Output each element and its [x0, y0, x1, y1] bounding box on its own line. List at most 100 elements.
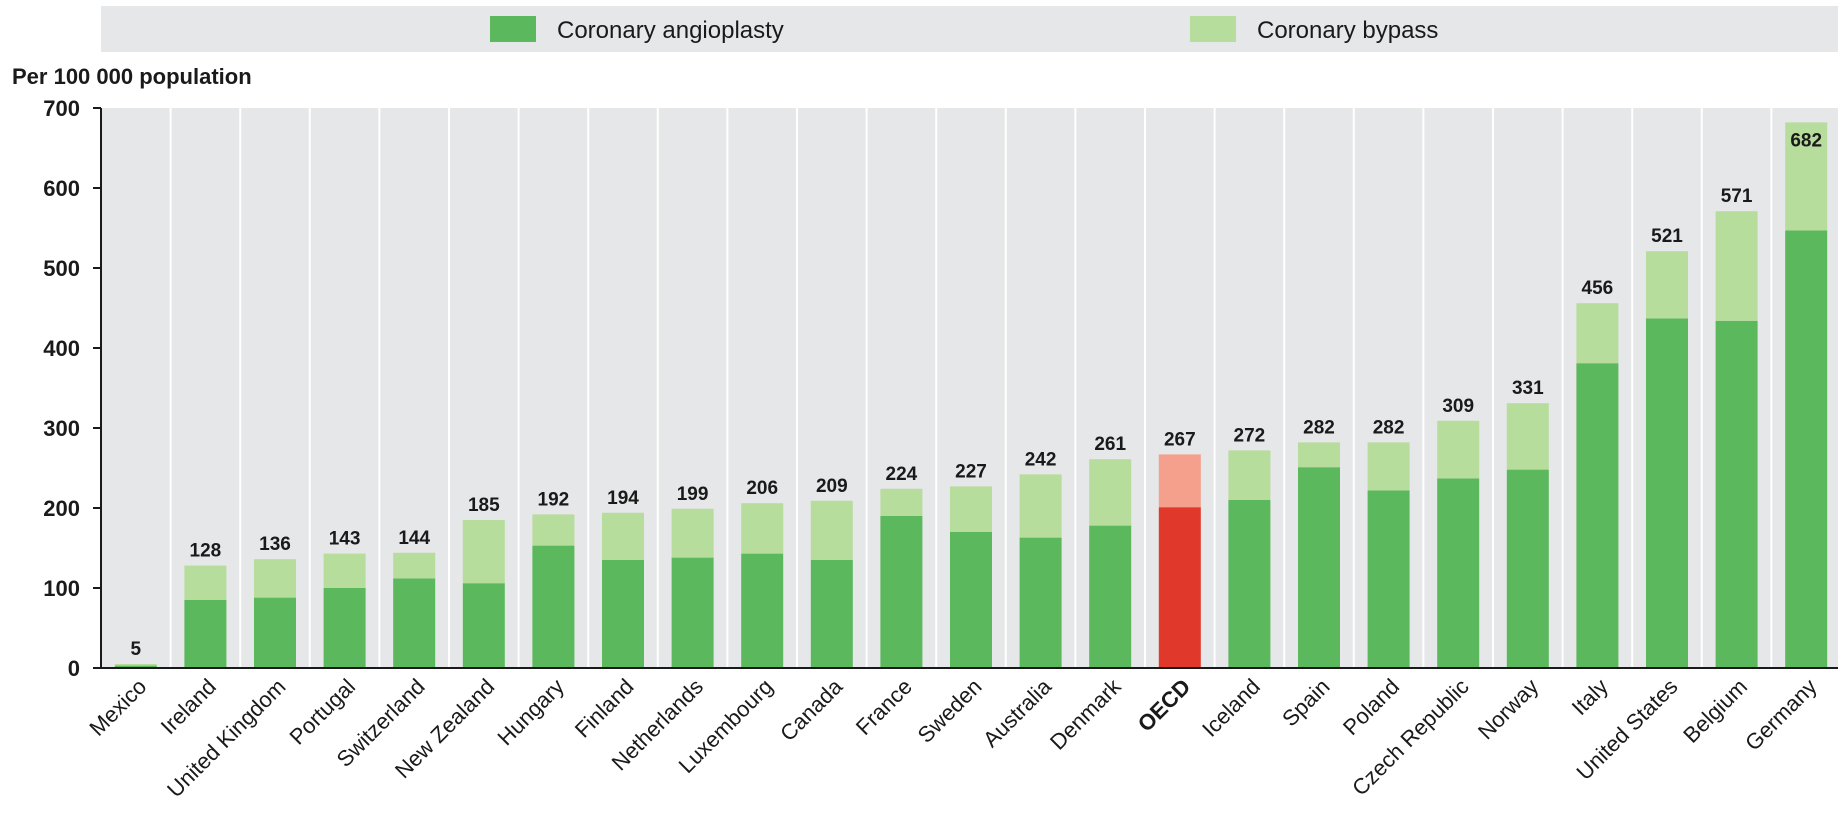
bar-spain-coronary-bypass [1298, 442, 1340, 468]
value-label-luxembourg: 206 [746, 478, 778, 499]
bar-sweden-coronary-bypass [950, 486, 992, 532]
bar-denmark-coronary-angioplasty [1089, 525, 1132, 668]
unit-label: Per 100 000 population [12, 64, 252, 89]
x-tick-label-australia: Australia [978, 673, 1057, 752]
bar-iceland-coronary-angioplasty [1228, 500, 1271, 668]
y-tick-label: 0 [68, 656, 80, 681]
value-label-new-zealand: 185 [468, 495, 500, 516]
x-tick-label-italy: Italy [1567, 674, 1613, 720]
value-label-norway: 331 [1512, 378, 1544, 399]
value-labels: 5 128 136 143 144 185 192 194 199 206 209 224 227 242… [131, 130, 1823, 660]
value-label-switzerland: 144 [398, 528, 430, 549]
y-tick-label: 500 [43, 256, 80, 281]
legend-swatch-coronary-angioplasty [490, 16, 536, 42]
x-tick-label-germany: Germany [1740, 674, 1822, 756]
bar-netherlands-coronary-bypass [671, 508, 714, 558]
bar-luxembourg-coronary-angioplasty [741, 553, 784, 668]
bar-luxembourg-coronary-bypass [741, 503, 784, 554]
y-tick-label: 300 [43, 416, 80, 441]
bar-finland-coronary-angioplasty [602, 560, 644, 668]
value-label-oecd: 267 [1164, 429, 1196, 450]
value-label-belgium: 571 [1721, 186, 1753, 207]
value-label-australia: 242 [1025, 449, 1057, 470]
value-label-france: 224 [886, 464, 918, 485]
bar-germany-coronary-bypass [1785, 122, 1828, 231]
x-tick-label-finland: Finland [570, 674, 639, 743]
value-label-ireland: 128 [190, 541, 222, 562]
bars [114, 122, 1828, 668]
y-axis-ticks: 0 100 200 300 400 500 600 700 [43, 96, 101, 681]
bar-norway-coronary-angioplasty [1506, 469, 1549, 668]
gridlines [169, 108, 1773, 668]
x-tick-label-poland: Poland [1338, 674, 1404, 740]
bar-australia-coronary-angioplasty [1019, 537, 1062, 668]
x-tick-label-hungary: Hungary [492, 674, 568, 750]
value-label-germany: 682 [1790, 130, 1822, 151]
bar-australia-coronary-bypass [1019, 474, 1062, 538]
bar-switzerland-coronary-angioplasty [393, 578, 436, 668]
bar-czech-republic-coronary-bypass [1437, 420, 1480, 479]
value-label-mexico: 5 [131, 639, 142, 660]
value-label-canada: 209 [816, 476, 848, 497]
y-tick-label: 700 [43, 96, 80, 121]
y-tick-label: 100 [43, 576, 80, 601]
bar-hungary-coronary-bypass [532, 514, 575, 546]
x-tick-label-denmark: Denmark [1045, 673, 1126, 754]
bar-united-states-coronary-bypass [1646, 251, 1688, 319]
bar-germany-coronary-angioplasty [1785, 230, 1828, 668]
x-tick-label-sweden: Sweden [913, 674, 987, 748]
x-tick-label-spain: Spain [1277, 674, 1334, 731]
bar-canada-coronary-bypass [810, 500, 853, 560]
x-tick-label-iceland: Iceland [1197, 674, 1265, 742]
x-tick-label-ireland: Ireland [156, 674, 221, 739]
bar-denmark-coronary-bypass [1089, 459, 1132, 526]
bar-hungary-coronary-angioplasty [532, 545, 575, 668]
bar-new-zealand-coronary-angioplasty [462, 583, 505, 668]
x-tick-label-canada: Canada [775, 673, 848, 746]
bar-oecd-coronary-angioplasty [1158, 507, 1201, 668]
bar-iceland-coronary-bypass [1228, 450, 1271, 500]
bar-ireland-coronary-angioplasty [184, 600, 227, 668]
value-label-netherlands: 199 [677, 484, 709, 505]
value-label-czech-republic: 309 [1442, 396, 1474, 417]
value-label-spain: 282 [1303, 417, 1335, 438]
legend-swatch-coronary-bypass [1190, 16, 1236, 42]
x-tick-label-mexico: Mexico [84, 674, 151, 741]
bar-belgium-coronary-angioplasty [1715, 320, 1758, 668]
legend: Coronary angioplasty Coronary bypass [490, 16, 1438, 44]
x-tick-label-united-kingdom: United Kingdom [162, 674, 290, 802]
legend-label-coronary-angioplasty: Coronary angioplasty [557, 17, 784, 44]
value-label-portugal: 143 [329, 529, 361, 550]
x-tick-label-france: France [851, 674, 917, 740]
value-label-united-states: 521 [1651, 226, 1683, 247]
bar-oecd-coronary-bypass [1158, 454, 1201, 508]
bar-ireland-coronary-bypass [184, 565, 227, 600]
bar-poland-coronary-bypass [1367, 442, 1410, 491]
bar-mexico-coronary-bypass [114, 664, 157, 666]
bar-united-kingdom-coronary-bypass [254, 559, 296, 598]
bar-united-states-coronary-angioplasty [1646, 318, 1688, 668]
y-tick-label: 200 [43, 496, 80, 521]
value-label-iceland: 272 [1234, 425, 1266, 446]
bar-netherlands-coronary-angioplasty [671, 557, 714, 668]
legend-label-coronary-bypass: Coronary bypass [1257, 17, 1438, 44]
bar-italy-coronary-bypass [1576, 303, 1619, 364]
bar-canada-coronary-angioplasty [810, 560, 853, 668]
bar-mexico-coronary-angioplasty [114, 665, 157, 668]
y-tick-label: 400 [43, 336, 80, 361]
bar-belgium-coronary-bypass [1715, 211, 1758, 321]
value-label-hungary: 192 [538, 489, 570, 510]
x-tick-label-oecd: OECD [1133, 674, 1196, 737]
bar-sweden-coronary-angioplasty [950, 532, 992, 668]
bar-portugal-coronary-angioplasty [323, 588, 366, 668]
value-label-italy: 456 [1582, 278, 1614, 299]
bar-czech-republic-coronary-angioplasty [1437, 478, 1480, 668]
value-label-finland: 194 [607, 488, 639, 509]
bar-poland-coronary-angioplasty [1367, 490, 1410, 668]
x-tick-label-norway: Norway [1473, 674, 1543, 744]
bar-france-coronary-angioplasty [880, 516, 923, 668]
value-label-united-kingdom: 136 [259, 534, 291, 555]
value-label-poland: 282 [1373, 417, 1405, 438]
